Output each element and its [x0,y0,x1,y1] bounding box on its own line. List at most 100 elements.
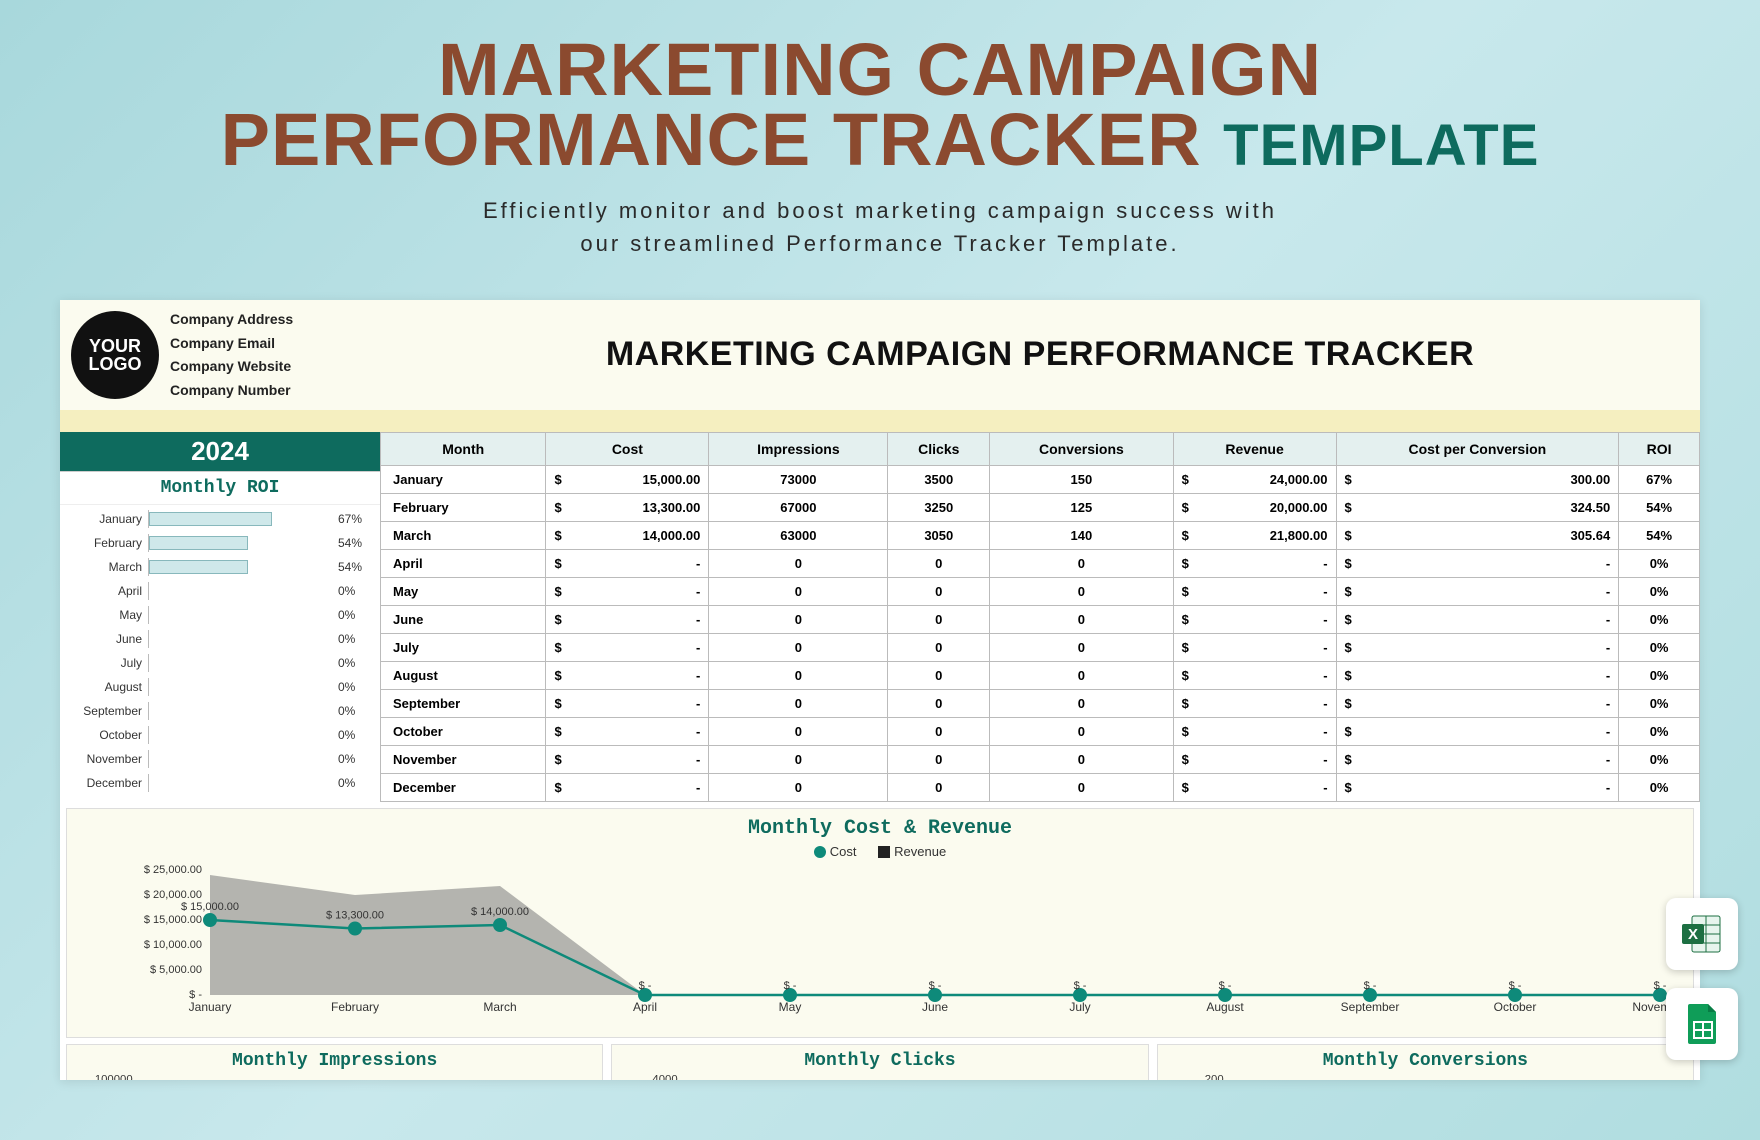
roi-row: November0% [68,747,372,771]
conversions-chart: Monthly Conversions 200150100 [1157,1044,1694,1080]
table-row: April$-000$-$-0% [381,549,1700,577]
table-row: August$-000$-$-0% [381,661,1700,689]
clicks-svg: 400030002000 [622,1073,1137,1080]
impressions-svg: 1000007500050000 [77,1073,592,1080]
logo-placeholder: YOUR LOGO [71,311,159,399]
svg-text:X: X [1688,926,1698,943]
roi-row: September0% [68,699,372,723]
column-header: Clicks [888,432,990,465]
hero: MARKETING CAMPAIGN PERFORMANCE TRACKER T… [0,0,1760,270]
table-row: October$-000$-$-0% [381,717,1700,745]
roi-row: April0% [68,579,372,603]
svg-text:$ 13,300.00: $ 13,300.00 [326,909,384,921]
company-email: Company Email [170,335,380,351]
svg-text:$ -: $ - [1654,980,1667,992]
sheet-header-row: YOUR LOGO Company Address Company Email … [60,300,1700,410]
sheet-title: MARKETING CAMPAIGN PERFORMANCE TRACKER [606,335,1474,374]
conversions-svg: 200150100 [1168,1073,1683,1080]
column-header: Cost per Conversion [1336,432,1619,465]
column-header: Impressions [709,432,888,465]
svg-text:$ -: $ - [1074,980,1087,992]
legend-revenue-marker [878,846,890,858]
svg-text:$ -: $ - [784,980,797,992]
svg-text:March: March [483,1000,516,1014]
small-charts-row: Monthly Impressions 1000007500050000 Mon… [60,1044,1700,1080]
svg-text:200: 200 [1204,1073,1223,1080]
sheet-body: 2024 Monthly ROI January67%February54%Ma… [60,432,1700,802]
company-info: Company Address Company Email Company We… [170,300,380,410]
roi-row: February54% [68,531,372,555]
svg-text:$ -: $ - [639,980,652,992]
chart-legend: Cost Revenue [79,844,1681,859]
table-row: December$-000$-$-0% [381,773,1700,801]
yellow-strip [60,410,1700,432]
hero-title: MARKETING CAMPAIGN PERFORMANCE TRACKER T… [0,35,1760,176]
table-row: September$-000$-$-0% [381,689,1700,717]
sheet-title-cell: MARKETING CAMPAIGN PERFORMANCE TRACKER [380,300,1700,410]
column-header: Month [381,432,546,465]
hero-template-word: TEMPLATE [1223,113,1539,178]
hero-subtitle: Efficiently monitor and boost marketing … [0,194,1760,260]
hero-line1: MARKETING CAMPAIGN [0,35,1760,105]
cost-revenue-chart: Monthly Cost & Revenue Cost Revenue $ 25… [66,808,1694,1038]
roi-row: March54% [68,555,372,579]
column-header: Revenue [1173,432,1336,465]
column-header: Cost [546,432,709,465]
roi-row: January67% [68,507,372,531]
table-row: February$13,300.00670003250125$20,000.00… [381,493,1700,521]
excel-icon[interactable]: X [1666,898,1738,970]
roi-row: July0% [68,651,372,675]
year-header: 2024 [60,432,380,472]
table-row: March$14,000.00630003050140$21,800.00$30… [381,521,1700,549]
column-header: ROI [1619,432,1700,465]
company-number: Company Number [170,382,380,398]
svg-text:January: January [189,1000,232,1014]
sidebar: 2024 Monthly ROI January67%February54%Ma… [60,432,380,802]
cost-revenue-svg: $ 25,000.00$ 20,000.00$ 15,000.00$ 10,00… [79,865,1681,1015]
roi-bar-chart: January67%February54%March54%April0%May0… [60,505,380,801]
table-body: January$15,000.00730003500150$24,000.00$… [381,465,1700,801]
svg-text:February: February [331,1000,379,1014]
table-row: July$-000$-$-0% [381,633,1700,661]
roi-row: May0% [68,603,372,627]
svg-text:$ 15,000.00: $ 15,000.00 [144,914,202,926]
company-website: Company Website [170,358,380,374]
table-header-row: MonthCostImpressionsClicksConversionsRev… [381,432,1700,465]
svg-text:July: July [1069,1000,1090,1014]
roi-row: June0% [68,627,372,651]
clicks-chart: Monthly Clicks 400030002000 [611,1044,1148,1080]
roi-row: August0% [68,675,372,699]
table-row: January$15,000.00730003500150$24,000.00$… [381,465,1700,493]
svg-text:$ 15,000.00: $ 15,000.00 [181,901,239,913]
app-icons: X [1666,898,1738,1060]
svg-text:September: September [1341,1000,1400,1014]
roi-chart-title: Monthly ROI [60,472,380,505]
legend-cost-marker [814,846,826,858]
chart-title: Monthly Cost & Revenue [79,817,1681,840]
impressions-chart: Monthly Impressions 1000007500050000 [66,1044,603,1080]
svg-text:October: October [1494,1000,1537,1014]
svg-text:$ -: $ - [1509,980,1522,992]
svg-text:June: June [922,1000,948,1014]
column-header: Conversions [990,432,1173,465]
svg-text:April: April [633,1000,657,1014]
company-address: Company Address [170,311,380,327]
table-row: June$-000$-$-0% [381,605,1700,633]
svg-text:$ 20,000.00: $ 20,000.00 [144,889,202,901]
svg-text:100000: 100000 [95,1073,133,1080]
sheets-icon[interactable] [1666,988,1738,1060]
svg-text:$ -: $ - [929,980,942,992]
svg-text:May: May [779,1000,802,1014]
svg-text:August: August [1206,1000,1244,1014]
svg-text:$ 5,000.00: $ 5,000.00 [150,964,202,976]
svg-text:$ 10,000.00: $ 10,000.00 [144,939,202,951]
svg-text:$ 25,000.00: $ 25,000.00 [144,865,202,876]
svg-text:$ -: $ - [1219,980,1232,992]
hero-line2: PERFORMANCE TRACKER [221,98,1202,181]
table-row: May$-000$-$-0% [381,577,1700,605]
svg-text:$ -: $ - [1364,980,1377,992]
logo-cell: YOUR LOGO [60,300,170,410]
svg-text:$ 14,000.00: $ 14,000.00 [471,906,529,918]
data-table: MonthCostImpressionsClicksConversionsRev… [380,432,1700,802]
roi-row: October0% [68,723,372,747]
